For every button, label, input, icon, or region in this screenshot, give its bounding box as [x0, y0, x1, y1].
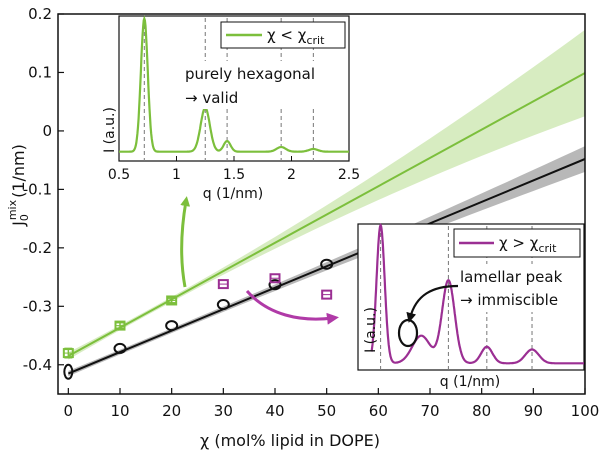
- x-tick-label: 10: [110, 402, 129, 420]
- inset-top-y-label: I (a.u.): [102, 107, 118, 153]
- y-axis-ticks: 0.2 0.1 0 -0.1 -0.2 -0.3 -0.4: [23, 5, 64, 374]
- data-point-circle: [63, 363, 74, 380]
- inset-bottom-legend-main: χ > χ: [499, 234, 539, 252]
- y-tick-label: -0.4: [23, 356, 52, 374]
- x-tick-label: 50: [317, 402, 336, 420]
- inset-top-annotation-line1: purely hexagonal: [185, 65, 315, 83]
- y-tick-label: -0.2: [23, 239, 52, 257]
- y-axis-label: J0mix(1/nm): [6, 144, 31, 227]
- inset-top-x-tick-label: 0.5: [108, 167, 130, 183]
- inset-top-legend-text: χ < χcrit: [267, 26, 325, 47]
- x-tick-label: 80: [472, 402, 491, 420]
- x-tick-label: 70: [420, 402, 439, 420]
- x-tick-label: 30: [214, 402, 233, 420]
- x-tick-label: 40: [265, 402, 284, 420]
- y-label-main: J: [9, 221, 28, 227]
- y-label-sup: mix: [6, 199, 19, 220]
- data-point-circle: [216, 299, 230, 311]
- arrow-to-bottom-inset: [245, 290, 339, 325]
- inset-bottom-x-label: q (1/nm): [440, 374, 500, 390]
- inset-bottom-legend-sub: crit: [538, 242, 557, 255]
- x-tick-label: 60: [369, 402, 388, 420]
- y-label-unit: (1/nm): [9, 144, 28, 198]
- inset-top-x-tick-label: 1: [172, 167, 181, 183]
- inset-top-x-label: q (1/nm): [203, 186, 263, 202]
- inset-bottom-annotation-line2: → immiscible: [460, 291, 558, 309]
- x-tick-label: 20: [162, 402, 181, 420]
- inset-bottom-legend-text: χ > χcrit: [499, 234, 557, 255]
- lamellar-peak-arrow: [406, 284, 459, 323]
- x-axis-ticks: 0 10 20 30 40 50 60 70 80 90 100: [64, 388, 600, 420]
- inset-top-x-tick-label: 1.5: [223, 167, 245, 183]
- inset-top: χ < χcrit purely hexagonal → valid 0.5 1 1…: [102, 15, 360, 202]
- y-label-sub: 0: [18, 214, 31, 221]
- inset-top-curve: [119, 15, 349, 153]
- inset-bottom-y-label: I (a.u.): [363, 307, 379, 353]
- x-tick-label: 90: [524, 402, 543, 420]
- arrow-to-top-inset: [180, 196, 191, 288]
- x-tick-label: 100: [571, 402, 600, 420]
- inset-top-annotation-line2: → valid: [185, 89, 238, 107]
- inset-top-legend-main: χ < χ: [267, 26, 307, 44]
- confidence-band: [68, 146, 585, 377]
- x-axis-label: χ (mol% lipid in DOPE): [200, 431, 380, 450]
- fit-line: [67, 72, 585, 357]
- inset-top-legend-sub: crit: [306, 34, 325, 47]
- y-tick-label: 0.1: [28, 63, 52, 81]
- x-tick-label: 0: [64, 402, 74, 420]
- inset-bottom: χ > χcrit lamellar peak → immiscible q (…: [357, 223, 585, 390]
- plot-frame: [57, 13, 586, 395]
- inset-top-x-tick-label: 2: [287, 167, 296, 183]
- inset-top-x-tick-label: 2.5: [338, 167, 360, 183]
- y-tick-label: -0.3: [23, 297, 52, 315]
- y-tick-label: 0.2: [28, 5, 52, 23]
- fit-line: [67, 158, 585, 375]
- fit-lines: [67, 72, 585, 375]
- inset-bottom-annotation-line1: lamellar peak: [460, 268, 563, 286]
- inset-bottom-curve: [370, 223, 584, 365]
- data-point-circle: [268, 279, 282, 291]
- y-tick-label: 0: [42, 122, 52, 140]
- data-markers: [62, 258, 334, 380]
- inset-top-annotation-bg: [183, 61, 333, 109]
- data-point-circle: [113, 342, 127, 354]
- inset-top-x-ticks: 0.5 1 1.5 2 2.5: [108, 156, 360, 183]
- y-tick-label: -0.1: [23, 180, 52, 198]
- data-point-circle: [165, 320, 179, 332]
- data-point-circle: [320, 258, 334, 270]
- inset-bottom-annotation-bg: [458, 264, 576, 312]
